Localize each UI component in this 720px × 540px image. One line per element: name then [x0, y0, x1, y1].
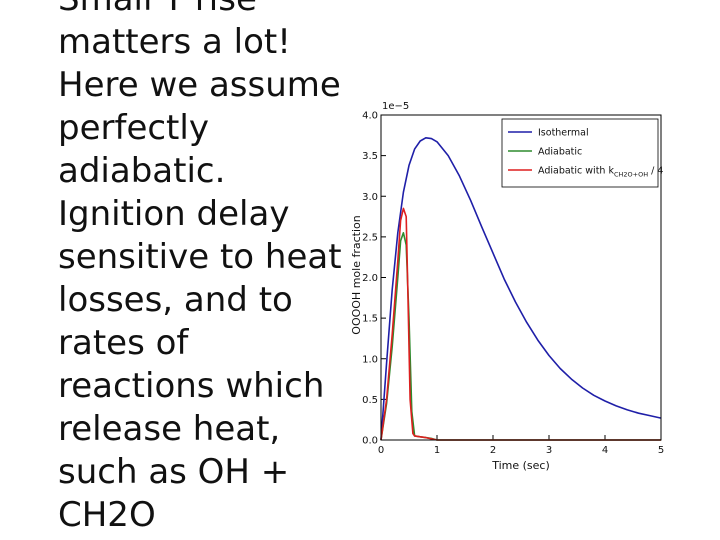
y-tick-label: 0.5	[362, 395, 378, 406]
series-line-2	[380, 232, 661, 441]
text-line: Here we assume	[58, 65, 341, 105]
x-tick-label: 5	[658, 445, 664, 456]
y-tick-label: 3.5	[362, 151, 378, 162]
plot-frame	[380, 114, 662, 441]
legend-entry-label: Adiabatic	[538, 147, 582, 158]
text-line: Small T rise	[58, 0, 348, 21]
y-axis-label: OOOOH mole fraction	[350, 215, 363, 334]
axis-scale-label: 1e−5	[382, 101, 409, 112]
y-tick-label: 4.0	[362, 111, 378, 122]
series-line-3	[380, 207, 661, 441]
text-line: adiabatic.	[58, 151, 226, 191]
x-axis-label: Time (sec)	[491, 459, 550, 472]
x-tick-label: 0	[378, 445, 384, 456]
y-tick-label: 2.0	[362, 273, 378, 284]
x-tick-label: 1	[434, 445, 440, 456]
text-line: CH2O	[58, 495, 156, 535]
text-line: such as OH +	[58, 452, 290, 492]
text-line: release heat,	[58, 409, 281, 449]
text-line: reactions which	[58, 366, 325, 406]
legend-box	[501, 118, 659, 188]
text-line: losses, and to	[58, 280, 293, 320]
text-line: matters a lot!	[58, 22, 291, 62]
legend: Isothermal Adiabatic Adiabatic with kCH2O+…	[501, 118, 663, 188]
y-tick-label: 1.0	[362, 354, 378, 365]
line-chart: OOOOH mole fraction 1e−5 Time (sec) 0 1 2 3…	[350, 101, 664, 472]
slide-body-text: Small T rise matters a lot! Here we assu…	[58, 0, 348, 537]
y-tick-label: 3.0	[362, 192, 378, 203]
text-line: Ignition delay	[58, 194, 290, 234]
text-line: perfectly	[58, 108, 209, 148]
legend-entry-label: Adiabatic with kCH2O+OH / 4	[538, 166, 663, 179]
x-tick-label: 3	[546, 445, 552, 456]
text-line: rates of	[58, 323, 189, 363]
y-tick-label: 1.5	[362, 314, 378, 325]
y-tick-label: 2.5	[362, 232, 378, 243]
y-axis-label-group: OOOOH mole fraction	[350, 215, 363, 334]
text-line: sensitive to heat	[58, 237, 342, 277]
y-tick-label: 0.0	[362, 436, 378, 447]
series-line-1	[380, 136, 662, 441]
x-tick-label: 2	[490, 445, 496, 456]
x-tick-label: 4	[602, 445, 608, 456]
legend-entry-label: Isothermal	[538, 128, 589, 139]
